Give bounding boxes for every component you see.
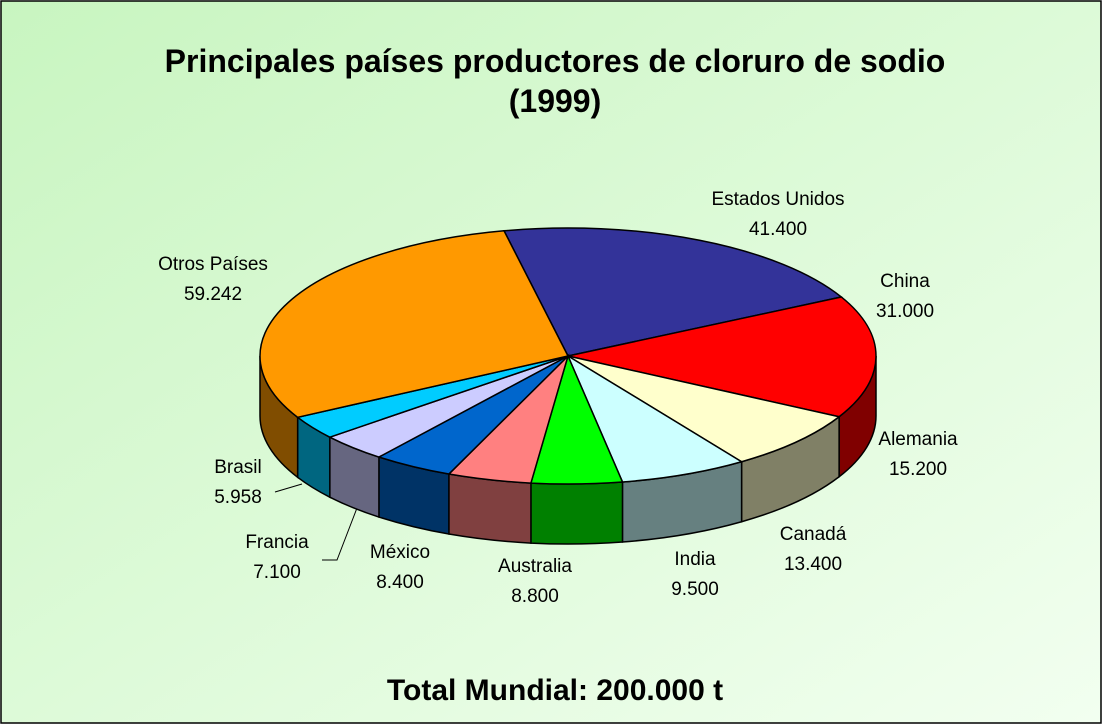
value-label: 5.958 — [214, 487, 262, 508]
leader-line — [274, 483, 303, 493]
slice — [567, 296, 877, 418]
title-line: Principales países productores de clorur… — [165, 43, 946, 79]
slice-label: México — [370, 542, 430, 563]
value-label: 13.400 — [784, 554, 842, 575]
slice-label: Canadá — [780, 524, 847, 545]
slice-side — [448, 473, 532, 544]
footer: Total Mundial: 200.000 t — [387, 674, 723, 707]
value-label: 9.500 — [671, 579, 719, 600]
slice-label: Estados Unidos — [711, 189, 844, 210]
slice — [259, 229, 570, 419]
value-label: 31.000 — [876, 301, 934, 322]
slice-label: Brasil — [214, 457, 262, 478]
slice — [566, 354, 744, 483]
slice — [567, 355, 841, 463]
slice-label: Australia — [498, 556, 572, 577]
value-label: 15.200 — [889, 459, 947, 480]
value-label: 41.400 — [749, 219, 807, 240]
chart-title: Principales países productores de clorur… — [165, 43, 946, 119]
slice-label: India — [674, 549, 716, 570]
slice-label: Francia — [245, 532, 309, 553]
value-label: 8.400 — [376, 572, 424, 593]
value-label: 7.100 — [253, 562, 301, 583]
slice-side — [530, 481, 624, 545]
value-label: 8.800 — [511, 586, 559, 607]
value-label: 59.242 — [184, 284, 242, 305]
slice-label: Alemania — [878, 429, 958, 450]
leader-line — [322, 507, 358, 561]
slice-label: China — [880, 271, 930, 292]
title-line: (1999) — [509, 83, 602, 119]
slice-label: Otros Países — [158, 254, 268, 275]
slice — [502, 227, 843, 357]
